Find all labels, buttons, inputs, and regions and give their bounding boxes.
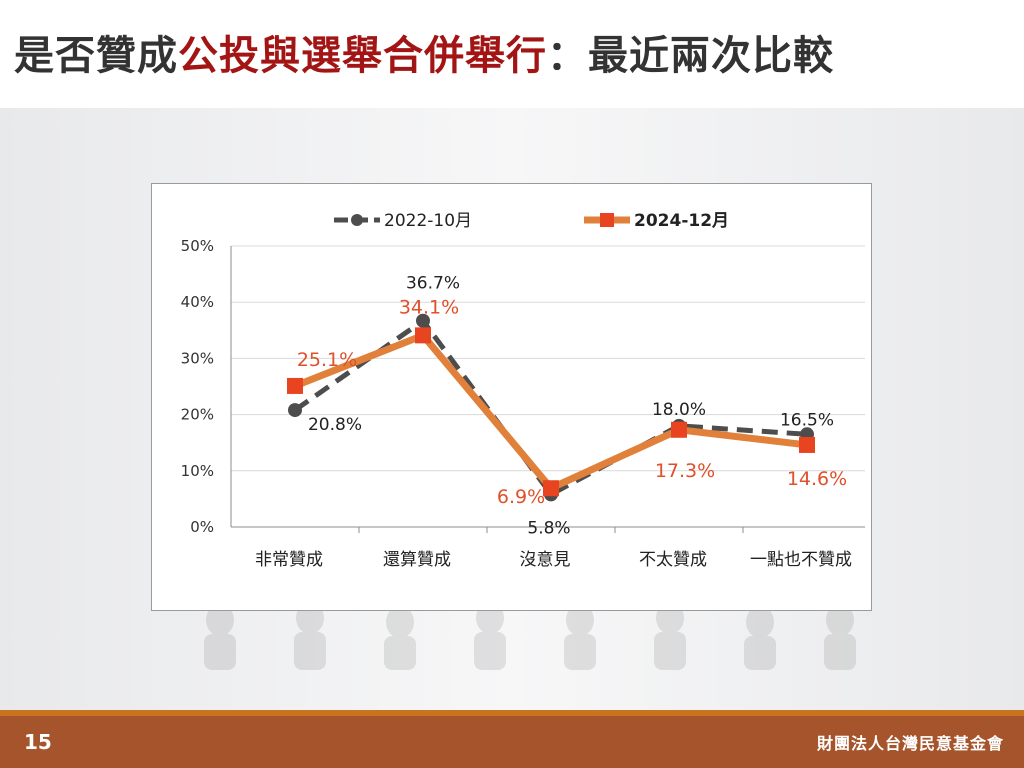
data-label-2024: 17.3% <box>655 460 715 482</box>
title-part1: 是否贊成 <box>14 33 178 79</box>
point-2024 <box>543 480 559 497</box>
legend-marker-2024 <box>600 213 614 227</box>
x-tick-label: 不太贊成 <box>639 550 707 570</box>
page-number: 15 <box>24 730 52 754</box>
y-tick-label: 10% <box>181 462 214 480</box>
data-label-2022: 18.0% <box>652 400 706 420</box>
point-2022 <box>416 313 430 328</box>
data-label-2024: 25.1% <box>297 349 357 371</box>
footer-bar: 15 財團法人台灣民意基金會 <box>0 716 1024 768</box>
data-label-2022: 16.5% <box>780 410 834 430</box>
y-tick-label: 50% <box>181 237 214 255</box>
y-tick-label: 40% <box>181 293 214 311</box>
point-2022 <box>288 403 302 418</box>
legend-label-2022: 2022-10月 <box>384 211 472 231</box>
data-label-2024: 14.6% <box>787 468 847 490</box>
y-tick-label: 20% <box>181 406 214 424</box>
x-tick-label: 非常贊成 <box>255 550 323 570</box>
line-chart: 0% 10% 20% 30% 40% 50% 非常贊成 還算贊成 沒意見 不太贊成 一點也不贊成 20… <box>181 211 865 570</box>
y-tick-label: 30% <box>181 349 214 367</box>
point-2024 <box>287 377 303 394</box>
point-2024 <box>415 327 431 344</box>
legend-marker-2022 <box>351 214 363 226</box>
point-2024 <box>671 421 687 438</box>
y-tick-label: 0% <box>190 518 214 536</box>
footer-accent-line <box>0 710 1024 716</box>
chart-container: 0% 10% 20% 30% 40% 50% 非常贊成 還算贊成 沒意見 不太贊成 一點也不贊成 20… <box>151 183 872 611</box>
data-label-2022: 5.8% <box>527 518 570 538</box>
data-label-2024: 6.9% <box>497 486 545 508</box>
point-2024 <box>799 436 815 453</box>
title-part2: ：最近兩次比較 <box>547 33 834 79</box>
x-tick-label: 還算贊成 <box>383 550 451 570</box>
organization-name: 財團法人台灣民意基金會 <box>816 734 1004 753</box>
legend-label-2024: 2024-12月 <box>634 211 729 231</box>
series-line-2022 <box>293 317 808 498</box>
title-highlight: 公投與選舉合併舉行 <box>178 33 547 79</box>
data-label-2022: 20.8% <box>308 415 362 435</box>
page-title: 是否贊成公投與選舉合併舉行：最近兩次比較 <box>14 24 834 88</box>
x-tick-label: 一點也不贊成 <box>750 550 852 570</box>
x-tick-label: 沒意見 <box>520 550 571 570</box>
data-label-2022: 36.7% <box>406 274 460 294</box>
data-label-2024: 34.1% <box>399 296 459 318</box>
